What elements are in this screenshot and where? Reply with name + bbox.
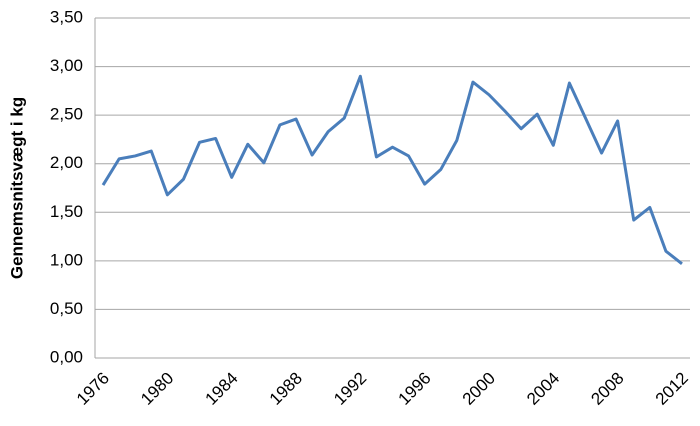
x-tick-label: 1980 [137, 369, 177, 409]
data-line [101, 74, 683, 265]
y-tick-label: 0,00 [50, 347, 83, 366]
x-tick-label: 1988 [266, 369, 306, 409]
y-tick-label: 0,50 [50, 299, 83, 318]
y-tick-label: 3,50 [50, 7, 83, 26]
x-tick-label: 2000 [459, 369, 499, 409]
y-tick-label: 2,00 [50, 153, 83, 172]
y-tick-label: 2,50 [50, 105, 83, 124]
x-tick-label: 1992 [330, 369, 370, 409]
y-tick-label: 3,00 [50, 56, 83, 75]
x-tick-label: 1984 [202, 369, 242, 409]
y-tick-label: 1,00 [50, 250, 83, 269]
y-tick-label: 1,50 [50, 202, 83, 221]
x-tick-label: 2008 [587, 369, 627, 409]
x-tick-label: 1976 [73, 369, 113, 409]
y-axis-label: Gennemsnitsvægt i kg [7, 97, 26, 279]
x-tick-label: 1996 [394, 369, 434, 409]
x-tick-label: 2012 [652, 369, 692, 409]
x-tick-label: 2004 [523, 369, 563, 409]
